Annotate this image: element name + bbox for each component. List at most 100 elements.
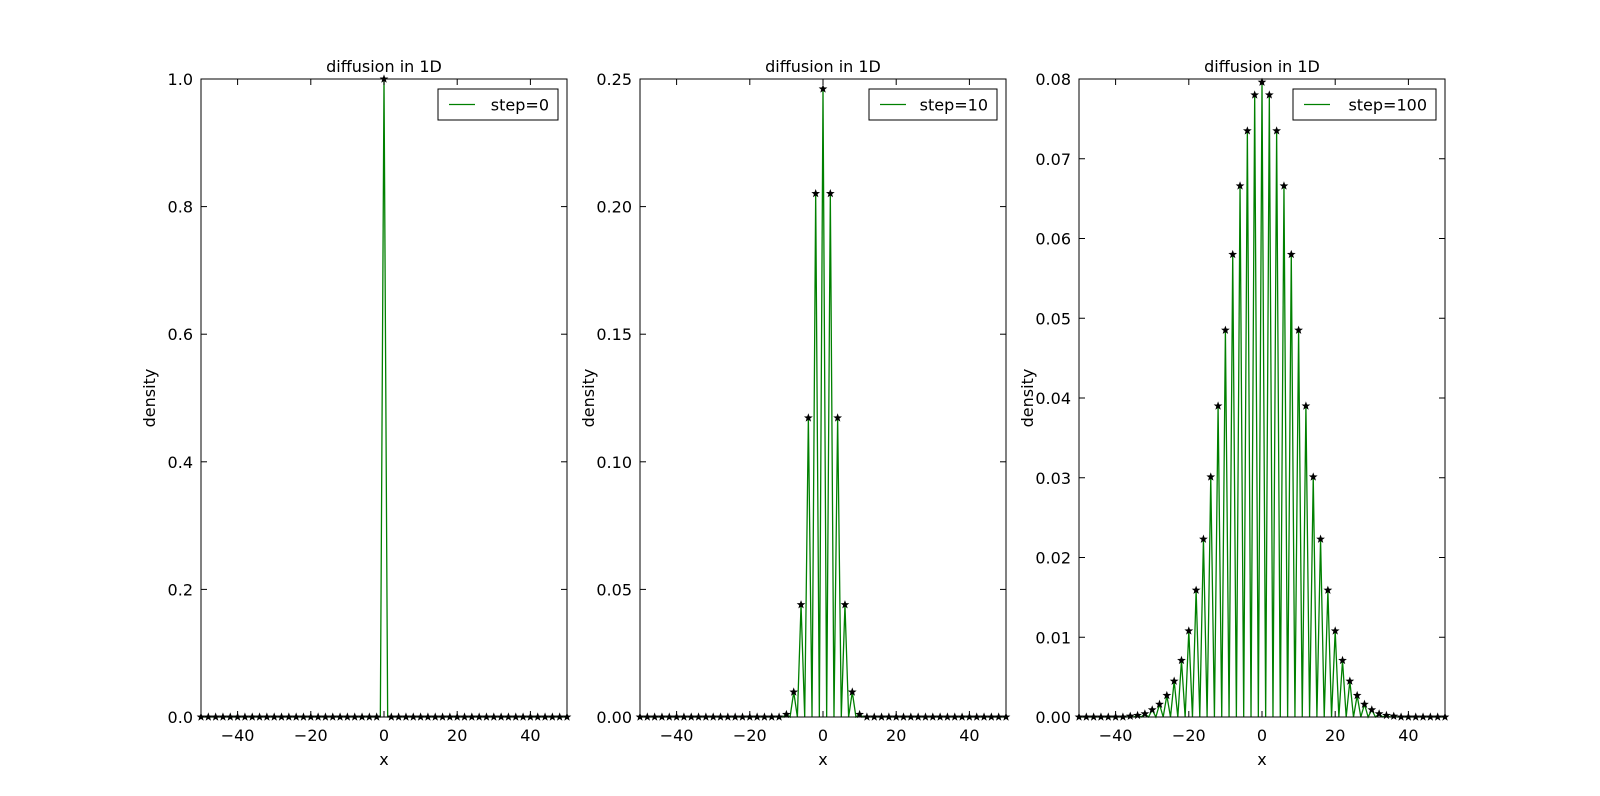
data-point bbox=[1199, 534, 1208, 543]
x-tick-label: −40 bbox=[660, 726, 694, 745]
x-tick-label: 40 bbox=[1398, 726, 1418, 745]
y-tick-label: 0.06 bbox=[1035, 230, 1071, 249]
data-point bbox=[803, 413, 813, 422]
y-tick-label: 1.0 bbox=[168, 70, 193, 89]
data-point bbox=[796, 600, 806, 609]
data-point bbox=[1279, 181, 1289, 190]
y-tick-label: 0.05 bbox=[1035, 309, 1071, 328]
x-tick-label: 0 bbox=[1257, 726, 1267, 745]
data-point bbox=[1294, 325, 1303, 334]
data-point bbox=[1367, 705, 1377, 714]
y-tick-label: 0.04 bbox=[1035, 389, 1071, 408]
x-tick-label: 20 bbox=[886, 726, 906, 745]
data-point bbox=[825, 188, 835, 198]
data-point bbox=[1272, 126, 1282, 135]
data-point bbox=[789, 687, 799, 696]
y-axis-label: density bbox=[579, 369, 598, 428]
y-tick-label: 0.05 bbox=[596, 580, 632, 599]
data-point bbox=[811, 188, 821, 198]
data-point bbox=[1250, 90, 1260, 99]
data-point bbox=[1177, 655, 1186, 665]
data-point bbox=[1382, 710, 1391, 720]
data-point bbox=[1264, 90, 1274, 99]
legend: step=10 bbox=[868, 88, 998, 121]
data-point bbox=[1330, 626, 1340, 635]
y-axis-label: density bbox=[140, 369, 159, 428]
data-point bbox=[1316, 534, 1325, 543]
x-axis-label: x bbox=[1257, 750, 1266, 769]
data-point bbox=[1242, 126, 1252, 135]
subplot-2: −40 −20 0 20 40 0.00 0.05 0.10 0.15 0.20 0.25 diffu… bbox=[579, 57, 1011, 769]
y-tick-label: 0.4 bbox=[168, 453, 193, 472]
data-point bbox=[1286, 249, 1296, 259]
data-point bbox=[1184, 626, 1194, 635]
legend: step=100 bbox=[1292, 88, 1437, 121]
x-tick-label: −40 bbox=[1099, 726, 1133, 745]
y-tick-label: 0.01 bbox=[1035, 628, 1071, 647]
data-point bbox=[1308, 472, 1318, 481]
x-tick-label: 40 bbox=[959, 726, 979, 745]
x-tick-label: 20 bbox=[1325, 726, 1345, 745]
x-tick-label: −40 bbox=[221, 726, 255, 745]
x-tick-label: −20 bbox=[733, 726, 767, 745]
chart-title: diffusion in 1D bbox=[326, 57, 442, 76]
legend-label: step=100 bbox=[1348, 96, 1427, 115]
data-point bbox=[1162, 690, 1172, 700]
data-point bbox=[1301, 401, 1311, 410]
y-tick-label: 0.6 bbox=[168, 325, 193, 344]
x-tick-label: 0 bbox=[818, 726, 828, 745]
x-tick-label: 20 bbox=[447, 726, 467, 745]
y-axis-label: density bbox=[1018, 369, 1037, 428]
data-point bbox=[1125, 711, 1135, 720]
subplot-1: −40 −20 0 20 40 0.0 0.2 0.4 0.6 0.8 1.0 diffusion i… bbox=[140, 57, 572, 769]
data-point bbox=[855, 709, 864, 719]
y-tick-label: 0.15 bbox=[596, 325, 632, 344]
legend: step=0 bbox=[437, 88, 559, 121]
data-point bbox=[1345, 676, 1355, 685]
data-point bbox=[1191, 585, 1201, 594]
data-point bbox=[1169, 676, 1179, 685]
y-tick-label: 0.0 bbox=[168, 708, 193, 727]
y-tick-label: 0.07 bbox=[1035, 150, 1071, 169]
data-point bbox=[1140, 709, 1150, 718]
legend-label: step=0 bbox=[491, 96, 549, 115]
y-tick-label: 0.25 bbox=[596, 70, 632, 89]
y-tick-label: 0.20 bbox=[596, 198, 632, 217]
y-tick-label: 0.02 bbox=[1035, 549, 1071, 568]
data-point bbox=[1374, 709, 1384, 718]
data-point bbox=[1389, 711, 1399, 720]
chart-title: diffusion in 1D bbox=[765, 57, 881, 76]
data-point bbox=[1206, 472, 1216, 481]
y-tick-label: 0.08 bbox=[1035, 70, 1071, 89]
data-point bbox=[1235, 181, 1245, 190]
x-tick-label: 0 bbox=[379, 726, 389, 745]
chart-title: diffusion in 1D bbox=[1204, 57, 1320, 76]
data-point bbox=[1352, 690, 1362, 700]
y-tick-label: 0.00 bbox=[1035, 708, 1071, 727]
data-point bbox=[1323, 585, 1333, 594]
x-tick-label: 40 bbox=[520, 726, 540, 745]
data-point bbox=[847, 687, 857, 696]
data-point bbox=[1360, 699, 1369, 708]
data-point bbox=[1213, 401, 1223, 410]
data-point bbox=[1338, 655, 1347, 665]
x-axis-label: x bbox=[818, 750, 827, 769]
x-axis-label: x bbox=[379, 750, 388, 769]
y-tick-label: 0.10 bbox=[596, 453, 632, 472]
data-point bbox=[818, 84, 828, 93]
legend-label: step=10 bbox=[920, 96, 988, 115]
data-point bbox=[840, 600, 850, 609]
data-point bbox=[1155, 699, 1164, 708]
y-tick-label: 0.2 bbox=[168, 580, 193, 599]
data-point bbox=[1147, 705, 1157, 714]
subplot-3: −40 −20 0 20 40 0.00 0.01 0.02 0.03 0.04 0.05 0.06 0… bbox=[1018, 57, 1450, 769]
x-tick-label: −20 bbox=[1172, 726, 1206, 745]
x-tick-label: −20 bbox=[294, 726, 328, 745]
y-tick-label: 0.8 bbox=[168, 198, 193, 217]
data-point bbox=[782, 709, 791, 719]
y-tick-label: 0.00 bbox=[596, 708, 632, 727]
data-point bbox=[833, 413, 843, 422]
data-point bbox=[1228, 249, 1238, 259]
data-point bbox=[1221, 325, 1230, 334]
